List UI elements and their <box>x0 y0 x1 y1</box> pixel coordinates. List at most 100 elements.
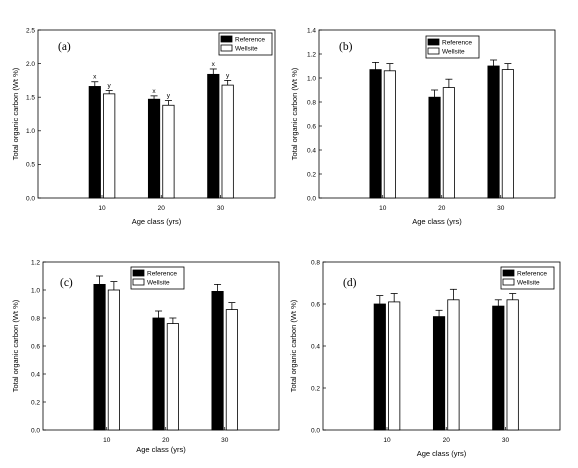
y-tick-label: 0.8 <box>307 99 316 106</box>
wellsite-bar-20 <box>166 323 179 431</box>
legend-swatch-reference <box>427 38 440 46</box>
legend-swatch-reference <box>220 35 233 43</box>
panel-c: 0.0 0.2 0.4 0.6 0.8 1.0 1.2 10 20 30 Age class (yr… <box>11 259 280 454</box>
legend-label: Reference <box>235 37 265 44</box>
legend-label: Reference <box>517 271 547 278</box>
reference-bar-10 <box>369 69 382 199</box>
y-tick-label: 1.0 <box>307 75 316 82</box>
panel-b: 0.0 0.2 0.4 0.6 0.8 1.0 1.2 1.4 10 20 30 Age class … <box>290 27 556 226</box>
x-tick-label: 30 <box>497 205 505 212</box>
y-tick-label: 1.0 <box>31 287 40 294</box>
legend-swatch-reference <box>132 269 145 277</box>
y-axis-label: Total organic carbon (Wt %) <box>289 299 298 392</box>
reference-bar-20 <box>432 316 446 431</box>
legend-swatch-wellsite <box>220 44 233 52</box>
reference-bar-10 <box>93 283 106 431</box>
y-tick-label: 0.2 <box>311 385 320 392</box>
y-tick-label: 0.0 <box>307 195 316 202</box>
x-tick-label: 30 <box>221 437 229 444</box>
legend-swatch-wellsite <box>427 47 440 55</box>
wellsite-bar-10 <box>383 70 396 199</box>
wellsite-bar-10 <box>103 93 116 199</box>
significance-label: y <box>226 72 230 79</box>
y-tick-label: 0.8 <box>31 315 40 322</box>
y-tick-label: 2.0 <box>26 61 35 68</box>
x-axis-label: Age class (yrs) <box>132 217 182 226</box>
reference-bar-30 <box>211 290 224 431</box>
y-axis-label: Total organic carbon (Wt %) <box>290 67 299 160</box>
legend-label: Wellsite <box>442 49 465 56</box>
reference-bar-20 <box>152 317 165 431</box>
y-tick-label: 0.6 <box>311 301 320 308</box>
wellsite-bar-10 <box>107 289 120 431</box>
panel-label: (c) <box>60 277 73 289</box>
panel-label: (d) <box>343 277 357 289</box>
significance-label: x <box>93 74 97 81</box>
wellsite-bar-30 <box>506 299 519 431</box>
legend-label: Reference <box>442 40 472 47</box>
y-tick-label: 0.6 <box>307 123 316 130</box>
reference-bar-30 <box>207 73 220 199</box>
wellsite-bar-20 <box>447 299 460 431</box>
y-tick-label: 1.2 <box>307 51 316 58</box>
legend-label: Wellsite <box>517 280 540 287</box>
reference-bar-30 <box>487 65 500 199</box>
y-tick-label: 1.5 <box>26 95 35 102</box>
wellsite-bar-10 <box>388 301 401 431</box>
x-tick-label: 20 <box>158 205 166 212</box>
y-axis-label: Total organic carbon (Wt %) <box>11 299 20 392</box>
legend: Reference Wellsite <box>500 266 555 290</box>
y-tick-label: 0.0 <box>311 427 320 434</box>
reference-bar-10 <box>88 86 101 199</box>
y-tick-label: 0.4 <box>311 343 320 350</box>
y-tick-label: 0.4 <box>31 371 40 378</box>
panel-label: (b) <box>339 41 353 53</box>
panel-label: (a) <box>58 41 71 53</box>
reference-bar-20 <box>147 98 161 199</box>
x-axis-label: Age class (yrs) <box>136 445 186 454</box>
reference-bar-10 <box>373 303 386 431</box>
legend-swatch-reference <box>502 269 515 277</box>
x-tick-label: 10 <box>383 437 391 444</box>
legend: Reference Wellsite <box>425 35 480 59</box>
x-tick-label: 20 <box>438 205 446 212</box>
y-tick-label: 0.2 <box>307 171 316 178</box>
x-axis-label: Age class (yrs) <box>412 217 462 226</box>
legend-label: Wellsite <box>235 46 258 53</box>
y-tick-label: 0.0 <box>31 427 40 434</box>
significance-label: y <box>167 93 171 100</box>
y-tick-label: 1.4 <box>307 27 316 34</box>
significance-label: x <box>152 88 156 95</box>
wellsite-bar-20 <box>442 87 455 199</box>
y-tick-label: 0.4 <box>307 147 316 154</box>
legend-label: Wellsite <box>147 280 170 287</box>
y-tick-label: 0.8 <box>311 259 320 266</box>
legend: Reference Wellsite <box>218 32 273 56</box>
wellsite-bar-20 <box>162 104 175 199</box>
panel-d: 0.0 0.2 0.4 0.6 0.8 10 20 30 Age class (yrs) Tota… <box>289 259 561 458</box>
wellsite-bar-30 <box>225 309 238 431</box>
y-tick-label: 0.0 <box>26 195 35 202</box>
x-tick-label: 10 <box>379 205 387 212</box>
reference-bar-30 <box>492 305 505 431</box>
reference-bar-20 <box>428 96 441 199</box>
x-tick-label: 10 <box>98 205 106 212</box>
wellsite-bar-30 <box>221 84 234 199</box>
x-tick-label: 20 <box>162 437 170 444</box>
x-tick-label: 20 <box>443 437 451 444</box>
panel-a: 0.0 0.5 1.0 1.5 2.0 2.5 10 x y 20 x y 30 x y Age class … <box>11 27 276 226</box>
legend-label: Reference <box>147 271 177 278</box>
wellsite-bar-30 <box>501 69 514 199</box>
legend-swatch-wellsite <box>132 278 145 286</box>
y-tick-label: 2.5 <box>26 27 35 34</box>
y-tick-label: 1.0 <box>26 128 35 135</box>
legend-swatch-wellsite <box>502 278 515 286</box>
significance-label: x <box>212 61 216 68</box>
y-tick-label: 0.5 <box>26 162 35 169</box>
y-tick-label: 1.2 <box>31 259 40 266</box>
significance-label: y <box>108 82 112 89</box>
x-tick-label: 30 <box>502 437 510 444</box>
y-axis-label: Total organic carbon (Wt %) <box>11 67 20 160</box>
x-tick-label: 30 <box>217 205 225 212</box>
